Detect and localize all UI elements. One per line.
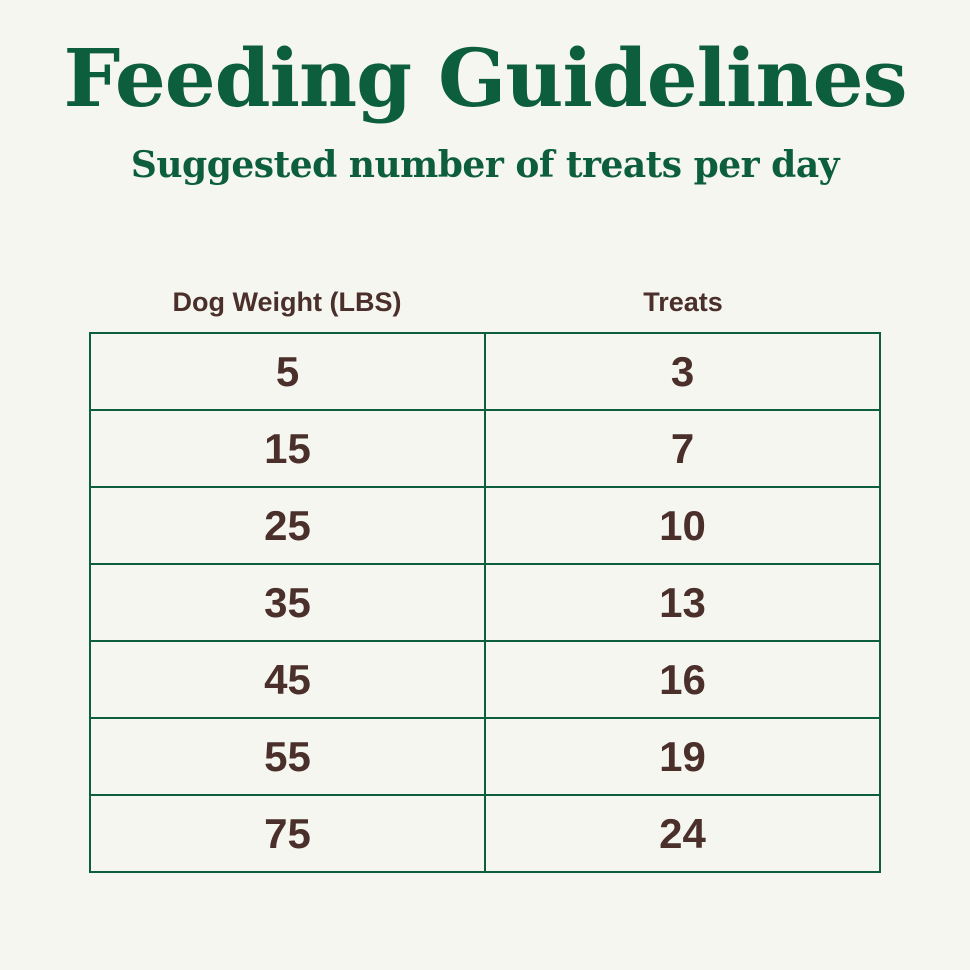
treats-cell: 7 bbox=[484, 409, 881, 488]
table-row: 75 24 bbox=[89, 794, 881, 873]
table-row: 5 3 bbox=[89, 332, 881, 411]
dog-weight-cell: 25 bbox=[89, 486, 486, 565]
dog-weight-cell: 35 bbox=[89, 563, 486, 642]
treats-cell: 19 bbox=[484, 717, 881, 796]
page-title: Feeding Guidelines bbox=[63, 31, 907, 125]
table-row: 55 19 bbox=[89, 717, 881, 796]
treats-cell: 13 bbox=[484, 563, 881, 642]
treats-cell: 24 bbox=[484, 794, 881, 873]
dog-weight-cell: 55 bbox=[89, 717, 486, 796]
feeding-table: 5 3 15 7 25 10 35 13 45 16 55 19 75 24 bbox=[89, 332, 881, 873]
treats-cell: 10 bbox=[484, 486, 881, 565]
treats-cell: 3 bbox=[484, 332, 881, 411]
column-header-treats: Treats bbox=[643, 287, 723, 317]
table-row: 35 13 bbox=[89, 563, 881, 642]
table-row: 45 16 bbox=[89, 640, 881, 719]
dog-weight-cell: 45 bbox=[89, 640, 486, 719]
column-header-dog-weight: Dog Weight (LBS) bbox=[172, 287, 402, 317]
dog-weight-cell: 15 bbox=[89, 409, 486, 488]
treats-cell: 16 bbox=[484, 640, 881, 719]
table-row: 25 10 bbox=[89, 486, 881, 565]
page-subtitle: Suggested number of treats per day bbox=[130, 144, 840, 186]
table-row: 15 7 bbox=[89, 409, 881, 488]
dog-weight-cell: 75 bbox=[89, 794, 486, 873]
dog-weight-cell: 5 bbox=[89, 332, 486, 411]
